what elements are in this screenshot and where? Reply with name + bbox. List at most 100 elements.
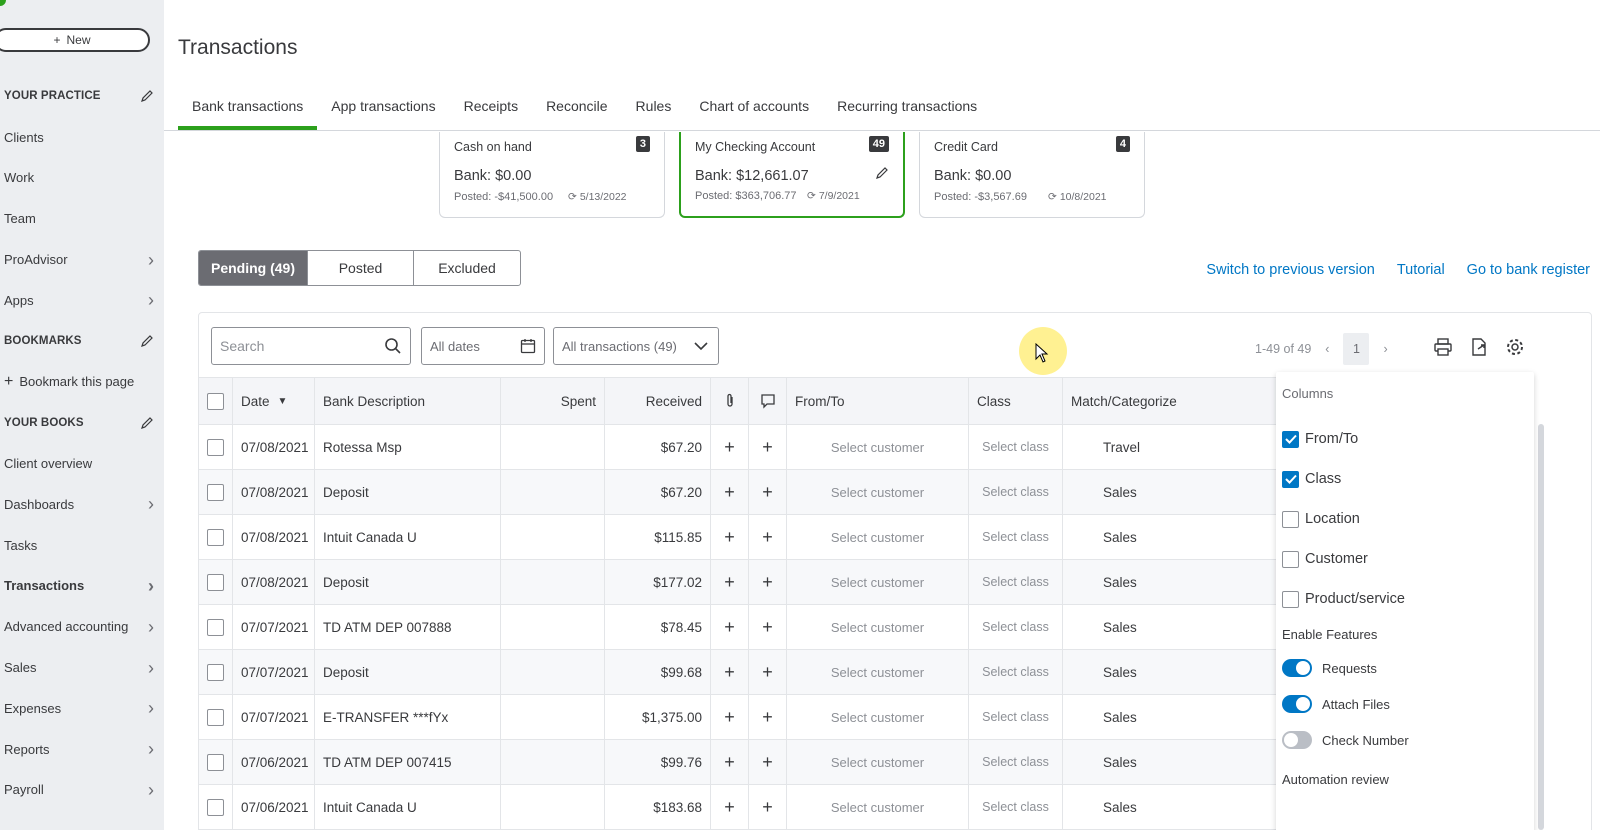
header-description[interactable]: Bank Description bbox=[315, 378, 501, 424]
column-checkbox[interactable] bbox=[1282, 550, 1299, 568]
bank-register-link[interactable]: Go to bank register bbox=[1466, 262, 1590, 278]
row-checkbox[interactable] bbox=[207, 663, 224, 681]
segment-posted[interactable]: Posted bbox=[308, 251, 415, 285]
add-comment-icon[interactable]: + bbox=[762, 526, 773, 547]
pencil-icon[interactable] bbox=[875, 166, 889, 183]
column-checkbox[interactable] bbox=[1282, 590, 1299, 608]
column-checkbox[interactable] bbox=[1282, 510, 1299, 528]
segment-pending[interactable]: Pending (49) bbox=[199, 251, 309, 285]
select-all-checkbox[interactable] bbox=[207, 392, 224, 410]
category-field[interactable]: Sales bbox=[1103, 619, 1137, 635]
export-icon[interactable] bbox=[1469, 337, 1489, 357]
sidebar-item[interactable]: Work bbox=[0, 158, 164, 199]
add-attachment-icon[interactable]: + bbox=[724, 616, 735, 637]
sidebar-item[interactable]: Client overview bbox=[0, 443, 164, 484]
column-option[interactable]: Customer bbox=[1282, 539, 1528, 579]
category-field[interactable]: Sales bbox=[1103, 709, 1137, 725]
add-comment-icon[interactable]: + bbox=[762, 481, 773, 502]
select-customer-field[interactable]: Select customer bbox=[787, 785, 969, 829]
feature-toggle-row[interactable]: Check Number bbox=[1282, 722, 1528, 758]
sidebar-item[interactable]: Team bbox=[0, 198, 164, 239]
switch-version-link[interactable]: Switch to previous version bbox=[1206, 262, 1375, 278]
sidebar-item[interactable]: Expenses › bbox=[0, 688, 164, 729]
select-customer-field[interactable]: Select customer bbox=[787, 650, 969, 694]
column-option[interactable]: From/To bbox=[1282, 419, 1528, 459]
tab-6[interactable]: Recurring transactions bbox=[837, 98, 978, 114]
add-attachment-icon[interactable]: + bbox=[724, 751, 735, 772]
category-field[interactable]: Sales bbox=[1103, 484, 1137, 500]
sidebar-item[interactable]: Sales › bbox=[0, 647, 164, 688]
tab-5[interactable]: Chart of accounts bbox=[699, 98, 810, 114]
column-option[interactable]: Location bbox=[1282, 499, 1528, 539]
segment-excluded[interactable]: Excluded bbox=[438, 260, 496, 276]
category-field[interactable]: Sales bbox=[1103, 574, 1137, 590]
select-customer-field[interactable]: Select customer bbox=[787, 695, 969, 739]
tutorial-link[interactable]: Tutorial bbox=[1396, 262, 1445, 278]
table-row[interactable]: 07/08/2021 Deposit $67.20 + + Select customer… bbox=[199, 470, 1277, 515]
transaction-type-select[interactable]: All transactions (49) bbox=[553, 327, 719, 365]
table-row[interactable]: 07/06/2021 TD ATM DEP 007415 $99.76 + + Selec… bbox=[199, 740, 1277, 785]
add-comment-icon[interactable]: + bbox=[762, 436, 773, 457]
category-field[interactable]: Sales bbox=[1103, 799, 1137, 815]
select-customer-field[interactable]: Select customer bbox=[787, 740, 969, 784]
table-row[interactable]: 07/07/2021 E-TRANSFER ***fYx $1,375.00 + + Se… bbox=[199, 695, 1277, 740]
add-comment-icon[interactable]: + bbox=[762, 796, 773, 817]
row-checkbox[interactable] bbox=[207, 528, 224, 546]
row-checkbox[interactable] bbox=[207, 618, 224, 636]
page-number[interactable]: 1 bbox=[1343, 333, 1370, 365]
table-row[interactable]: 07/08/2021 Intuit Canada U $115.85 + + Select… bbox=[199, 515, 1277, 560]
gear-icon[interactable] bbox=[1505, 337, 1525, 357]
tab-0[interactable]: Bank transactions bbox=[178, 94, 318, 130]
row-checkbox[interactable] bbox=[207, 708, 224, 726]
header-spent[interactable]: Spent bbox=[501, 378, 605, 424]
account-card[interactable]: Cash on hand 3 Bank: $0.00 Posted: -$41,500… bbox=[439, 132, 665, 218]
column-option[interactable]: Product/service bbox=[1282, 579, 1528, 619]
category-field[interactable]: Sales bbox=[1103, 529, 1137, 545]
pencil-icon[interactable] bbox=[140, 89, 154, 103]
table-row[interactable]: 07/06/2021 Intuit Canada U $183.68 + + Select… bbox=[199, 785, 1277, 830]
select-class-field[interactable]: Select class bbox=[969, 740, 1063, 784]
add-attachment-icon[interactable]: + bbox=[724, 436, 735, 457]
date-filter[interactable]: All dates bbox=[421, 327, 545, 365]
select-class-field[interactable]: Select class bbox=[969, 695, 1063, 739]
table-row[interactable]: 07/08/2021 Deposit $177.02 + + Select custome… bbox=[199, 560, 1277, 605]
add-comment-icon[interactable]: + bbox=[762, 571, 773, 592]
search-input[interactable]: Search bbox=[211, 327, 411, 365]
header-from-to[interactable]: From/To bbox=[787, 378, 969, 424]
add-attachment-icon[interactable]: + bbox=[724, 571, 735, 592]
add-comment-icon[interactable]: + bbox=[762, 751, 773, 772]
select-class-field[interactable]: Select class bbox=[969, 605, 1063, 649]
tab-1[interactable]: App transactions bbox=[331, 98, 436, 114]
sidebar-item[interactable]: Dashboards › bbox=[0, 484, 164, 525]
sidebar-item[interactable]: Reports › bbox=[0, 729, 164, 770]
account-card[interactable]: My Checking Account 49 Bank: $12,661.07 Pos… bbox=[679, 132, 905, 218]
column-option[interactable]: Class bbox=[1282, 459, 1528, 499]
select-class-field[interactable]: Select class bbox=[969, 425, 1063, 469]
feature-toggle-row[interactable]: Requests bbox=[1282, 650, 1528, 686]
sidebar-item[interactable]: Tasks bbox=[0, 525, 164, 566]
new-button[interactable]: + New bbox=[0, 28, 150, 52]
select-class-field[interactable]: Select class bbox=[969, 650, 1063, 694]
select-class-field[interactable]: Select class bbox=[969, 470, 1063, 514]
table-row[interactable]: 07/07/2021 Deposit $99.68 + + Select customer… bbox=[199, 650, 1277, 695]
tab-4[interactable]: Rules bbox=[635, 98, 672, 114]
pencil-icon[interactable] bbox=[140, 334, 154, 348]
sidebar-item[interactable]: ProAdvisor › bbox=[0, 239, 164, 280]
select-class-field[interactable]: Select class bbox=[969, 560, 1063, 604]
select-class-field[interactable]: Select class bbox=[969, 515, 1063, 559]
add-attachment-icon[interactable]: + bbox=[724, 526, 735, 547]
sidebar-item[interactable]: Transactions › bbox=[0, 566, 164, 607]
select-customer-field[interactable]: Select customer bbox=[787, 515, 969, 559]
print-icon[interactable] bbox=[1433, 337, 1453, 357]
sidebar-item[interactable]: + Bookmark this page bbox=[0, 362, 164, 403]
tab-3[interactable]: Reconcile bbox=[546, 98, 608, 114]
select-class-field[interactable]: Select class bbox=[969, 785, 1063, 829]
row-checkbox[interactable] bbox=[207, 483, 224, 501]
category-field[interactable]: Sales bbox=[1103, 664, 1137, 680]
row-checkbox[interactable] bbox=[207, 573, 224, 591]
category-field[interactable]: Travel bbox=[1103, 439, 1141, 455]
row-checkbox[interactable] bbox=[207, 438, 224, 456]
table-row[interactable]: 07/07/2021 TD ATM DEP 007888 $78.45 + + Selec… bbox=[199, 605, 1277, 650]
row-checkbox[interactable] bbox=[207, 798, 224, 816]
prev-page-icon[interactable]: ‹ bbox=[1325, 342, 1330, 356]
